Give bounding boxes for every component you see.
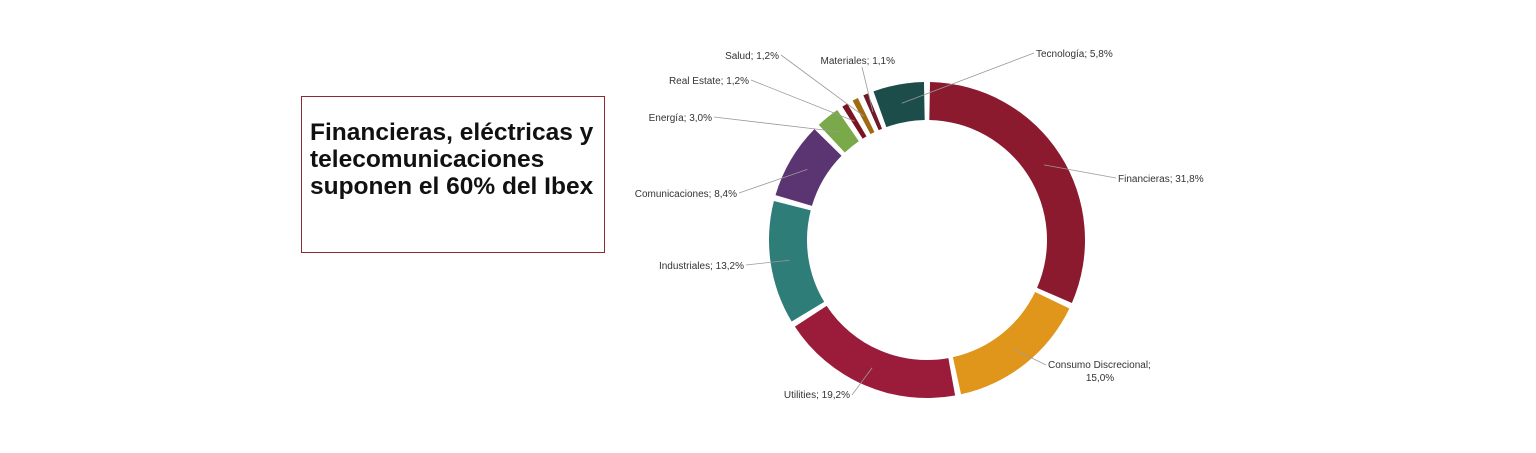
donut-slice-tecnolog-a	[873, 82, 925, 128]
leader-line	[713, 116, 840, 133]
slice-label-financieras: Financieras; 31,8%	[1118, 174, 1204, 185]
donut-slice-consumo-discrecional	[952, 292, 1070, 395]
slice-label-materiales: Materiales; 1,1%	[821, 56, 896, 67]
leader-line	[1013, 348, 1047, 366]
donut-slice-financieras	[929, 82, 1086, 303]
slice-label-utilities: Utilities; 19,2%	[784, 390, 850, 401]
leader-line	[750, 79, 855, 122]
slice-label-energ-a: Energía; 3,0%	[649, 113, 712, 124]
slice-label-real-estate: Real Estate; 1,2%	[669, 76, 749, 87]
headline-box: Financieras, eléctricas y telecomunicaci…	[301, 96, 605, 253]
headline-text: Financieras, eléctricas y telecomunicaci…	[310, 119, 594, 200]
slice-label-salud: Salud; 1,2%	[725, 51, 779, 62]
leader-line	[738, 168, 808, 194]
donut-slice-comunicaciones	[775, 129, 842, 206]
leader-line	[901, 52, 1035, 104]
donut-slice-industriales	[769, 200, 825, 322]
slice-label-industriales: Industriales; 13,2%	[659, 261, 744, 272]
leader-line	[851, 367, 873, 396]
leader-line	[861, 66, 874, 113]
leader-line	[745, 259, 790, 266]
donut-slice-utilities	[794, 305, 956, 398]
leader-line	[780, 54, 865, 117]
slice-label-tecnolog-a: Tecnología; 5,8%	[1036, 49, 1113, 60]
donut-slice-energ-a	[818, 109, 859, 153]
slice-label-comunicaciones: Comunicaciones; 8,4%	[635, 189, 737, 200]
slice-label-consumo-discrecional: Consumo Discrecional; 15,0%	[1048, 360, 1151, 384]
leader-line	[1043, 164, 1117, 179]
